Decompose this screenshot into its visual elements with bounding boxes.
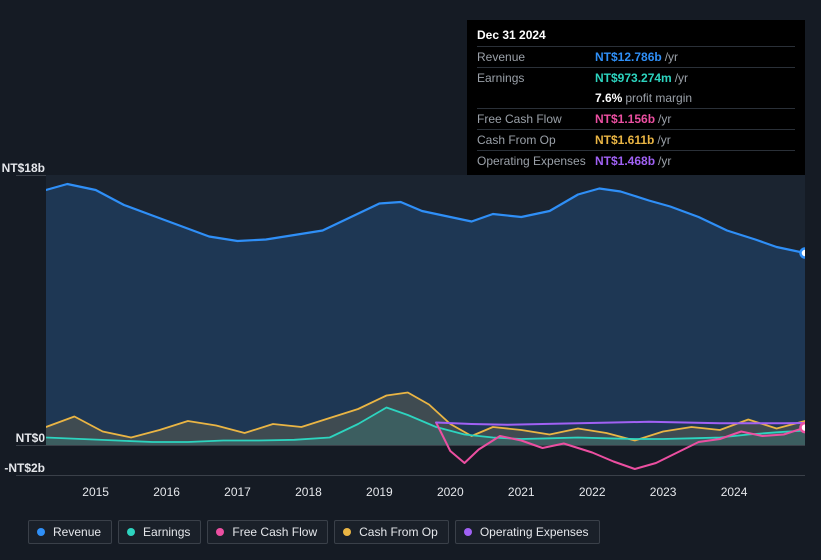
tooltip-date: Dec 31 2024 <box>477 26 795 46</box>
x-axis-label: 2018 <box>295 485 322 499</box>
legend-label: Operating Expenses <box>480 525 589 539</box>
tooltip-row: Operating ExpensesNT$1.468b/yr <box>477 150 795 171</box>
x-axis-label: 2015 <box>82 485 109 499</box>
x-axis: 2015 2016 2017 2018 2019 2020 2021 2022 2023 2024 <box>46 485 805 503</box>
x-axis-label: 2017 <box>224 485 251 499</box>
tooltip-row: 7.6%profit margin <box>477 88 795 108</box>
tooltip-row: Cash From OpNT$1.611b/yr <box>477 129 795 150</box>
end-marker-free-cash-flow[interactable] <box>801 423 806 432</box>
end-marker-revenue[interactable] <box>801 249 806 258</box>
x-axis-label: 2022 <box>579 485 606 499</box>
legend-swatch <box>127 528 135 536</box>
legend-item-free-cash-flow[interactable]: Free Cash Flow <box>207 520 328 544</box>
x-axis-label: 2016 <box>153 485 180 499</box>
legend-swatch <box>343 528 351 536</box>
y-axis-label: NT$0 <box>0 431 45 445</box>
legend-swatch <box>464 528 472 536</box>
tooltip-row: RevenueNT$12.786b/yr <box>477 46 795 67</box>
legend-item-operating-expenses[interactable]: Operating Expenses <box>455 520 600 544</box>
tooltip-row-value: NT$1.468b/yr <box>595 152 671 170</box>
legend-swatch <box>216 528 224 536</box>
legend-label: Revenue <box>53 525 101 539</box>
gridline <box>16 475 805 476</box>
tooltip-row-value: NT$1.156b/yr <box>595 110 671 128</box>
chart-tooltip: Dec 31 2024 RevenueNT$12.786b/yrEarnings… <box>467 20 805 177</box>
tooltip-row-value: NT$12.786b/yr <box>595 48 678 66</box>
tooltip-row-label: Free Cash Flow <box>477 110 595 128</box>
tooltip-row: EarningsNT$973.274m/yr <box>477 67 795 88</box>
legend-label: Cash From Op <box>359 525 438 539</box>
x-axis-label: 2021 <box>508 485 535 499</box>
tooltip-row-label: Earnings <box>477 69 595 87</box>
tooltip-row-value: NT$1.611b/yr <box>595 131 671 149</box>
legend-item-cash-from-op[interactable]: Cash From Op <box>334 520 449 544</box>
chart-plot-area[interactable] <box>46 175 805 475</box>
chart-legend: Revenue Earnings Free Cash Flow Cash From O… <box>28 520 600 544</box>
legend-item-revenue[interactable]: Revenue <box>28 520 112 544</box>
tooltip-row-label: Operating Expenses <box>477 152 595 170</box>
x-axis-label: 2023 <box>650 485 677 499</box>
legend-label: Free Cash Flow <box>232 525 317 539</box>
tooltip-row-label <box>477 89 595 107</box>
tooltip-row: Free Cash FlowNT$1.156b/yr <box>477 108 795 129</box>
tooltip-row-value: NT$973.274m/yr <box>595 69 688 87</box>
legend-swatch <box>37 528 45 536</box>
tooltip-row-label: Cash From Op <box>477 131 595 149</box>
y-axis-label: -NT$2b <box>0 461 45 475</box>
legend-label: Earnings <box>143 525 190 539</box>
legend-item-earnings[interactable]: Earnings <box>118 520 201 544</box>
tooltip-row-label: Revenue <box>477 48 595 66</box>
x-axis-label: 2019 <box>366 485 393 499</box>
x-axis-label: 2020 <box>437 485 464 499</box>
tooltip-row-value: 7.6%profit margin <box>595 89 692 107</box>
x-axis-label: 2024 <box>721 485 748 499</box>
y-axis-label: NT$18b <box>0 161 45 175</box>
